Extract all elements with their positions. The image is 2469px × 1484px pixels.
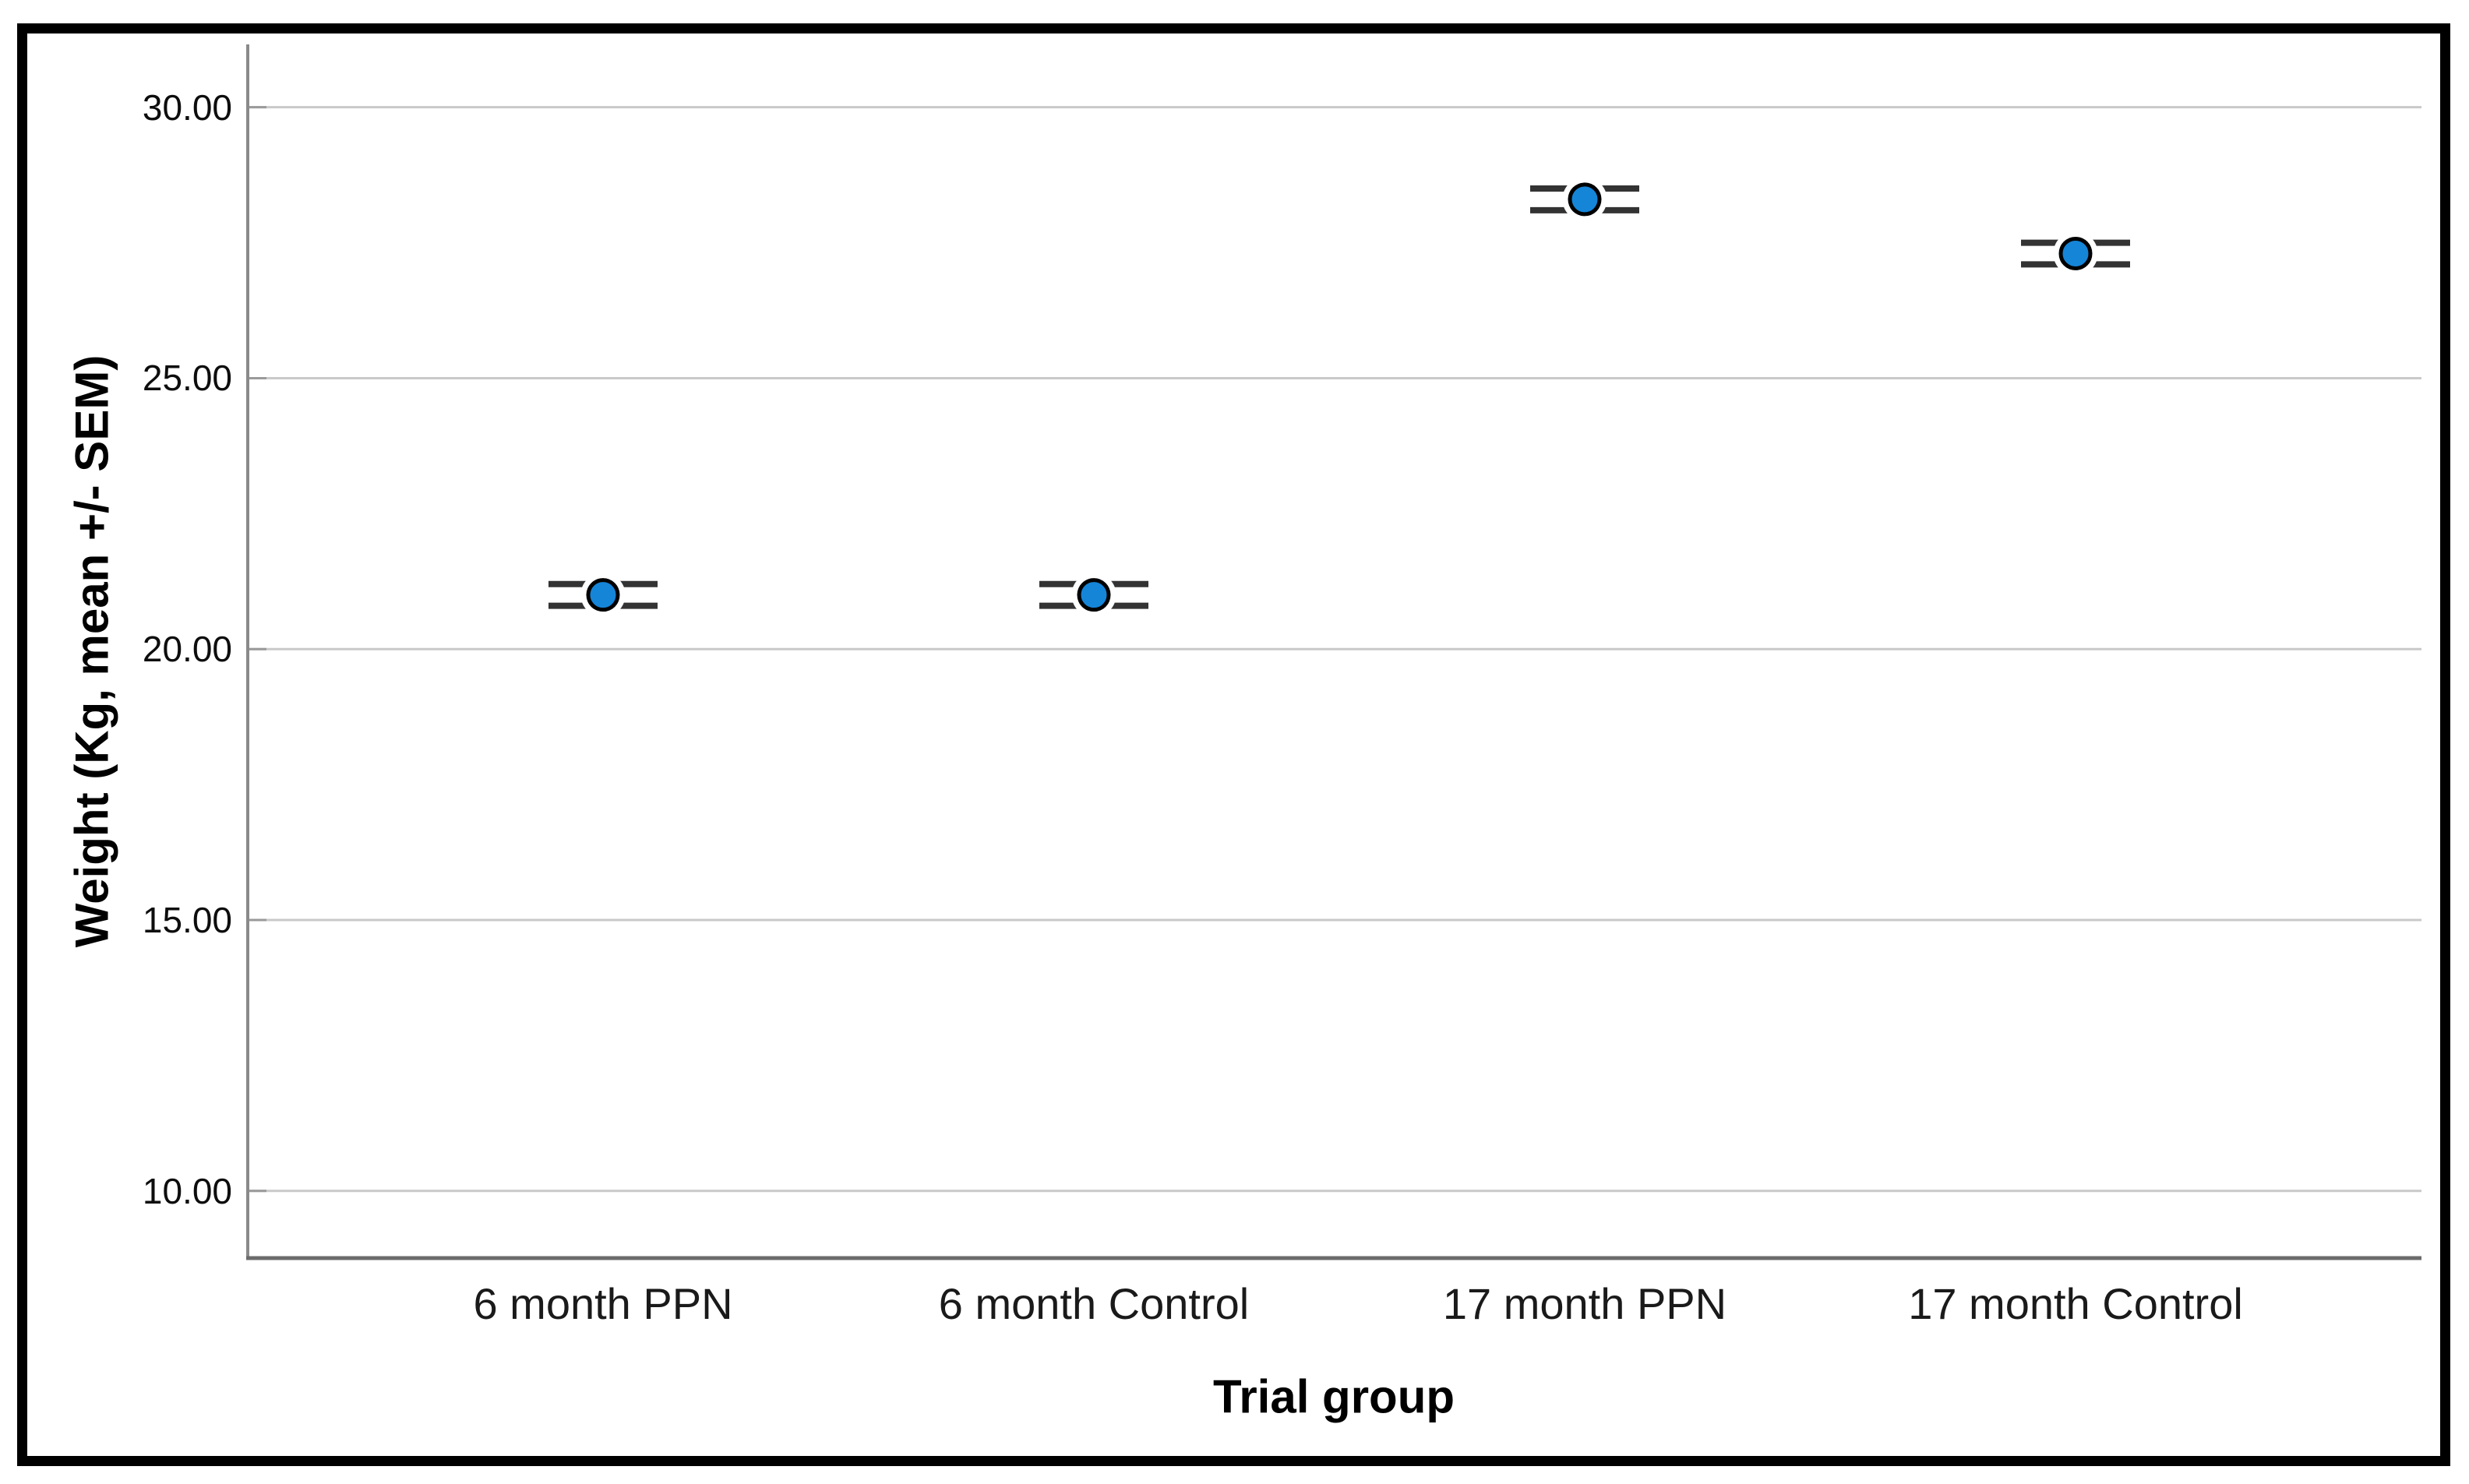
y-tick-label: 30.00 <box>142 86 232 128</box>
mean-point-halo <box>580 573 626 618</box>
mean-point <box>586 578 620 612</box>
y-tick-label: 10.00 <box>142 1170 232 1211</box>
x-category-label: 6 month PPN <box>473 1279 733 1328</box>
y-tick-label: 20.00 <box>142 629 232 670</box>
mean-point <box>2058 236 2093 270</box>
x-category-label: 6 month Control <box>938 1279 1250 1328</box>
mean-point <box>1077 578 1111 612</box>
x-axis-title: Trial group <box>1212 1370 1455 1423</box>
y-axis-title: Weight (Kg, mean +/- SEM) <box>65 354 118 948</box>
x-category-label: 17 month Control <box>1908 1279 2243 1328</box>
mean-point-halo <box>1562 177 1607 222</box>
mean-point <box>1568 182 1602 217</box>
mean-point-halo <box>1071 573 1116 618</box>
x-category-label: 17 month PPN <box>1442 1279 1727 1328</box>
y-tick-label: 25.00 <box>142 358 232 399</box>
y-tick-label: 15.00 <box>142 899 232 940</box>
mean-point-halo <box>2053 231 2098 276</box>
figure-border <box>17 23 2450 1466</box>
